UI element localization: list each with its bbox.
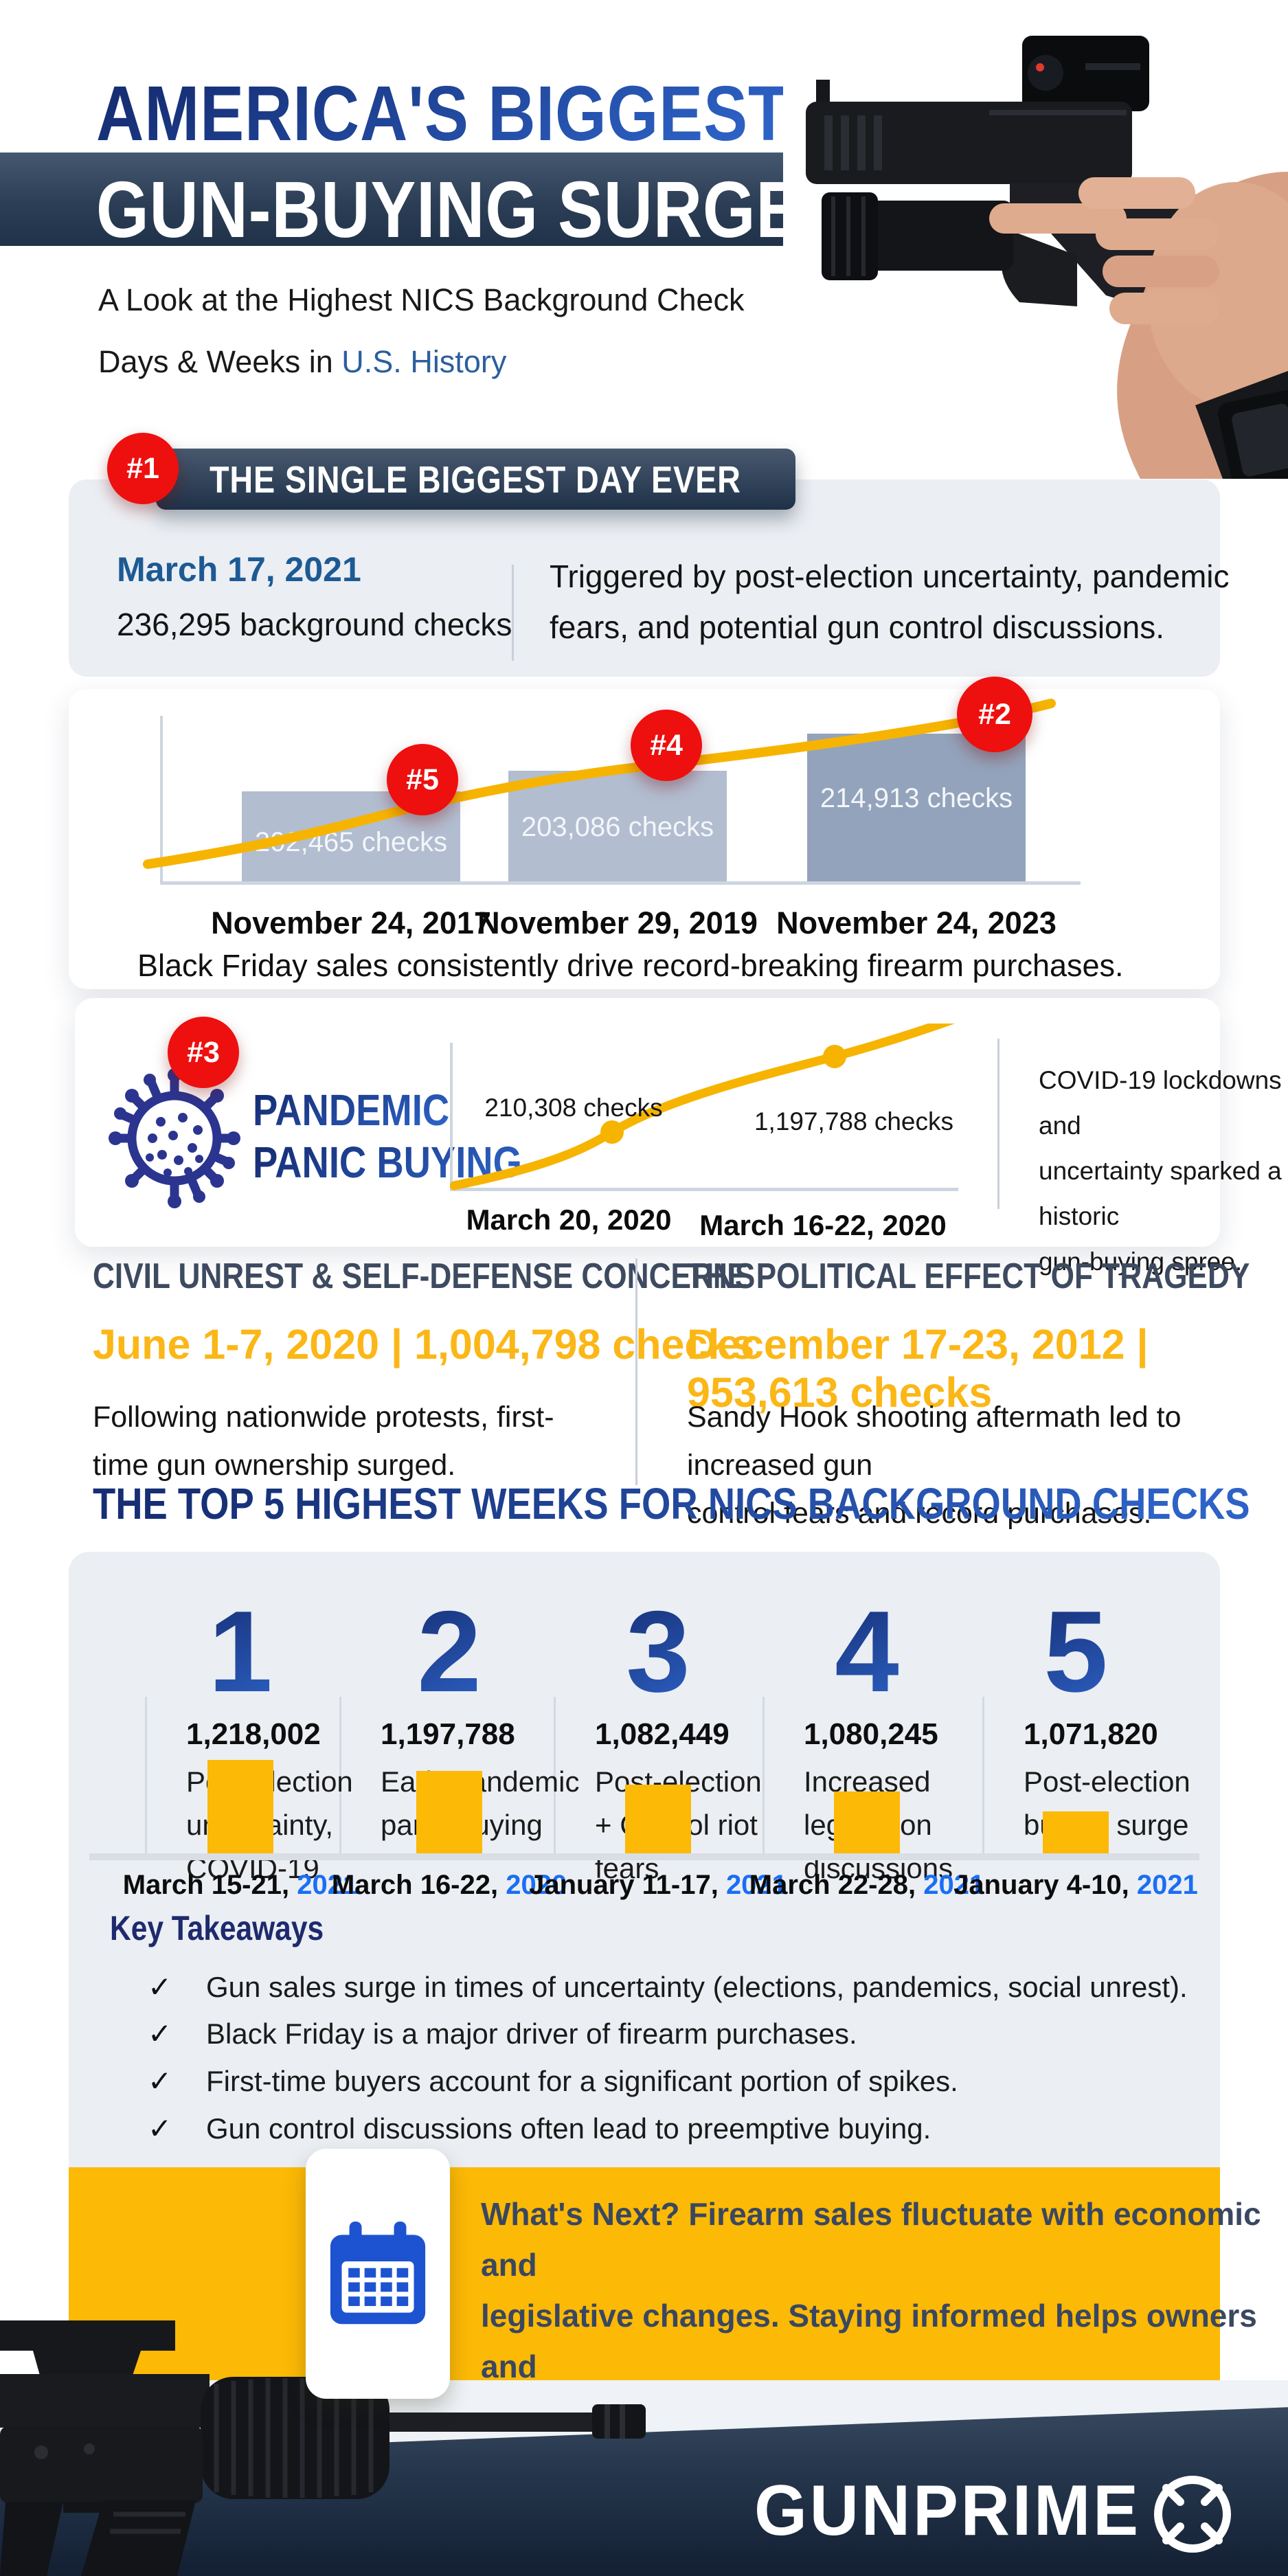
reticle-logo-icon (1154, 2476, 1231, 2553)
calendar-icon (330, 2222, 426, 2325)
pandemic-point1-label: 210,308 checks (484, 1094, 663, 1122)
rank-5-badge: #5 (387, 744, 458, 815)
pandemic-trend-line (450, 1024, 956, 1190)
civil-unrest-body: Following nationwide protests, first- ti… (93, 1401, 554, 1482)
pandemic-point1-date: March 20, 2020 (466, 1204, 672, 1236)
pistol-illustration-icon (783, 0, 1288, 489)
rank-4-badge: #4 (631, 710, 702, 781)
page-title-line2: GUN-BUYING SURGES (96, 165, 848, 254)
civil-unrest-stat: June 1-7, 2020 | 1,004,798 checks (93, 1321, 755, 1368)
rifle-illustration-icon (0, 2312, 646, 2576)
top5-rank-2: 2 (381, 1585, 518, 1718)
top5-date-5: January 4-10, 2021 (953, 1870, 1198, 1900)
biggest-day-description: Triggered by post-election uncertainty, … (550, 558, 1230, 645)
top5-bar-1 (207, 1760, 273, 1855)
tragedy-body: Sandy Hook shooting aftermath led to inc… (687, 1401, 1182, 1530)
top5-rank-5: 5 (1007, 1585, 1144, 1718)
top5-rank-3: 3 (589, 1585, 727, 1718)
top5-rank-4: 4 (798, 1585, 936, 1718)
page-title-line1: AMERICA'S BIGGEST (96, 70, 789, 157)
top5-bar-5 (1043, 1811, 1109, 1855)
bf-bar-2019: 203,086 checks (508, 771, 727, 881)
bf-date-2023: November 24, 2023 (776, 905, 1057, 940)
top5-value-1: 1,218,002 (186, 1717, 321, 1751)
bf-caption: Black Friday sales consistently drive re… (137, 948, 1124, 983)
top5-date-2: March 16-22, 2020 (331, 1870, 567, 1900)
bf-date-2017: November 24, 2017 (211, 905, 491, 940)
tragedy-heading: THE POLITICAL EFFECT OF TRAGEDY (687, 1256, 1250, 1296)
brand-logo: GUNPRIME (754, 2471, 1141, 2551)
civil-unrest-heading: CIVIL UNREST & SELF-DEFENSE CONCERNS (93, 1256, 756, 1296)
bf-bar-2023-label: 214,913 checks (820, 783, 1013, 813)
pandemic-x-axis (450, 1188, 958, 1191)
events-divider (635, 1258, 637, 1485)
top5-value-4: 1,080,245 (804, 1717, 938, 1751)
top5-date-3: January 11-17, 2021 (529, 1870, 787, 1900)
top5-date-1: March 15-21, 2021 (122, 1870, 359, 1900)
check-icon: ✓ (148, 2018, 172, 2050)
top5-value-5: 1,071,820 (1024, 1717, 1158, 1751)
banner-title: THE SINGLE BIGGEST DAY EVER (210, 457, 741, 501)
pistol-photo (783, 0, 1288, 489)
bf-bar-2023: 214,913 checks (807, 734, 1026, 881)
whats-next-band (69, 2167, 1220, 2380)
calendar-box (306, 2149, 450, 2399)
top5-col-divider (339, 1697, 341, 1855)
key-takeaways-heading: Key Takeaways (110, 1909, 324, 1947)
pandemic-y-axis (450, 1043, 453, 1190)
single-biggest-day-card (69, 479, 1220, 677)
top5-col-divider (554, 1697, 556, 1855)
takeaway-item: ✓ Black Friday is a major driver of firea… (148, 2018, 857, 2050)
single-biggest-day-banner: THE SINGLE BIGGEST DAY EVER (156, 449, 795, 510)
bf-date-2019: November 29, 2019 (477, 905, 758, 940)
top5-bar-2 (416, 1771, 482, 1855)
subtitle-highlight: U.S. History (341, 344, 507, 379)
pandemic-point2-date: March 16-22, 2020 (699, 1209, 947, 1241)
tragedy-stat: December 17-23, 2012 | 953,613 checks (687, 1321, 1149, 1416)
rank-1-badge: #1 (107, 433, 179, 504)
pandemic-divider (997, 1039, 999, 1209)
pandemic-title: PANDEMIC PANIC BUYING (253, 1085, 522, 1187)
top5-bar-3 (625, 1785, 691, 1855)
bf-x-axis (160, 881, 1081, 885)
bf-trend-line (143, 699, 1056, 869)
takeaway-item: ✓ Gun sales surge in times of uncertainty… (148, 1971, 1188, 2003)
bf-y-axis (160, 716, 163, 883)
check-icon: ✓ (148, 2112, 172, 2145)
pandemic-note: COVID-19 lockdowns and uncertainty spark… (1039, 1066, 1282, 1276)
top5-bar-4 (834, 1792, 900, 1855)
top5-col-divider (982, 1697, 984, 1855)
check-icon: ✓ (148, 2065, 172, 2097)
takeaway-item: ✓ Gun control discussions often lead to p… (148, 2112, 931, 2145)
pandemic-point2-label: 1,197,788 checks (754, 1107, 954, 1136)
top5-heading: THE TOP 5 HIGHEST WEEKS FOR NICS BACKGRO… (93, 1479, 1250, 1528)
top5-value-2: 1,197,788 (381, 1717, 515, 1751)
top5-value-3: 1,082,449 (595, 1717, 730, 1751)
page-subtitle: A Look at the Highest NICS Background Ch… (98, 282, 745, 379)
pandemic-card (75, 998, 1220, 1247)
rank-3-badge: #3 (168, 1017, 239, 1088)
top5-col-divider (762, 1697, 765, 1855)
section1-divider (512, 565, 514, 661)
rank-2-badge: #2 (957, 677, 1032, 752)
check-icon: ✓ (148, 1971, 172, 2003)
biggest-day-stat: 236,295 background checks (117, 607, 512, 642)
takeaway-item: ✓ First-time buyers account for a signifi… (148, 2065, 958, 2097)
biggest-day-date: March 17, 2021 (117, 550, 361, 589)
top5-col-divider (145, 1697, 147, 1855)
top5-date-4: March 22-28, 2021 (749, 1870, 985, 1900)
top5-rank-1: 1 (172, 1585, 309, 1718)
top5-baseline (89, 1853, 1199, 1860)
virus-icon (109, 1068, 240, 1208)
bf-bar-2019-label: 203,086 checks (521, 812, 714, 842)
